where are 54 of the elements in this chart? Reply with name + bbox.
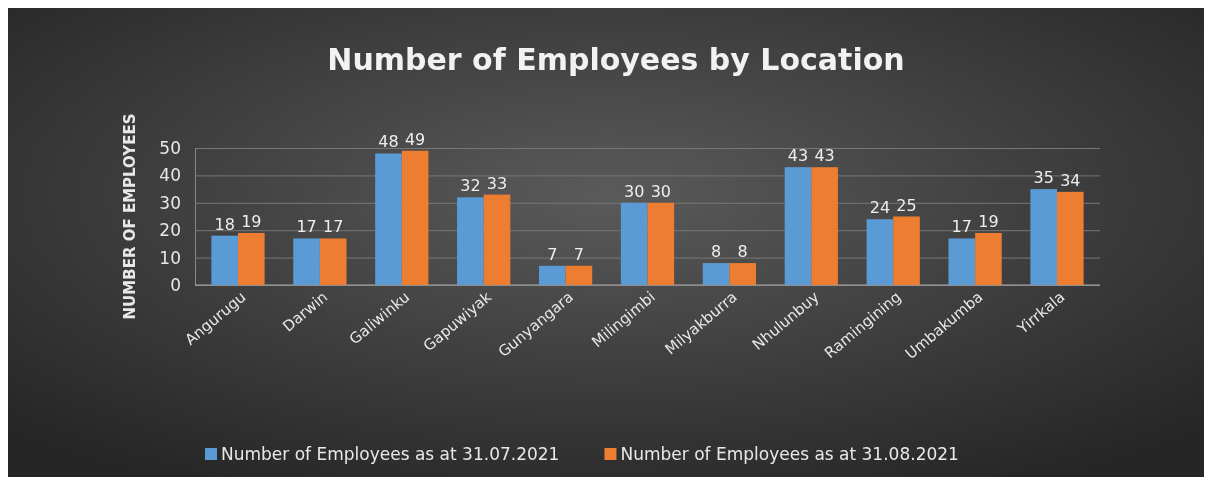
data-label: 8 — [737, 242, 748, 262]
y-tick-label: 20 — [159, 220, 181, 241]
data-label: 19 — [241, 211, 262, 231]
data-label: 49 — [404, 129, 426, 149]
bar — [975, 232, 1002, 285]
bar — [866, 219, 894, 285]
data-label: 34 — [1060, 170, 1081, 190]
data-label: 35 — [1033, 168, 1054, 188]
legend-label: Number of Employees as at 31.08.2021 — [620, 444, 959, 464]
bar — [375, 153, 402, 285]
bar — [483, 194, 511, 285]
data-label: 17 — [296, 217, 317, 237]
y-axis-title: NUMBER OF EMPLOYEES — [121, 113, 139, 320]
bar — [893, 216, 920, 285]
bar — [319, 238, 347, 285]
bar — [401, 150, 429, 285]
data-label: 24 — [869, 198, 891, 218]
bar — [702, 263, 730, 285]
y-tick-label: 30 — [159, 192, 181, 213]
data-label: 18 — [214, 214, 235, 234]
data-label: 30 — [650, 181, 671, 201]
data-label: 33 — [486, 173, 508, 193]
y-tick-label: 40 — [159, 165, 181, 186]
y-tick-label: 10 — [159, 247, 181, 268]
bar — [811, 167, 838, 285]
bar — [211, 235, 238, 285]
bar — [647, 202, 675, 285]
data-label: 25 — [896, 195, 917, 215]
bar — [729, 263, 757, 285]
data-label: 43 — [814, 146, 835, 166]
data-label: 43 — [787, 146, 809, 166]
bar — [293, 238, 320, 285]
data-label: 32 — [460, 176, 481, 196]
data-label: 17 — [323, 217, 344, 237]
y-tick-label: 0 — [170, 274, 181, 295]
bar — [784, 167, 812, 285]
bar — [565, 265, 593, 285]
data-label: 17 — [951, 217, 972, 237]
data-label: 30 — [624, 181, 645, 201]
bar — [620, 202, 648, 285]
chart-title: Number of Employees by Location — [327, 42, 905, 77]
data-label: 7 — [573, 244, 584, 264]
data-label: 19 — [978, 211, 999, 231]
data-label: 8 — [711, 242, 722, 262]
legend-label: Number of Employees as at 31.07.2021 — [221, 444, 560, 464]
bar — [238, 232, 265, 285]
bar — [1057, 191, 1084, 285]
y-tick-label: 50 — [159, 137, 181, 158]
bar — [948, 238, 976, 285]
bar — [457, 197, 484, 285]
data-label: 48 — [378, 132, 399, 152]
bar — [1030, 189, 1057, 285]
bar — [538, 265, 566, 285]
data-label: 7 — [547, 244, 558, 264]
